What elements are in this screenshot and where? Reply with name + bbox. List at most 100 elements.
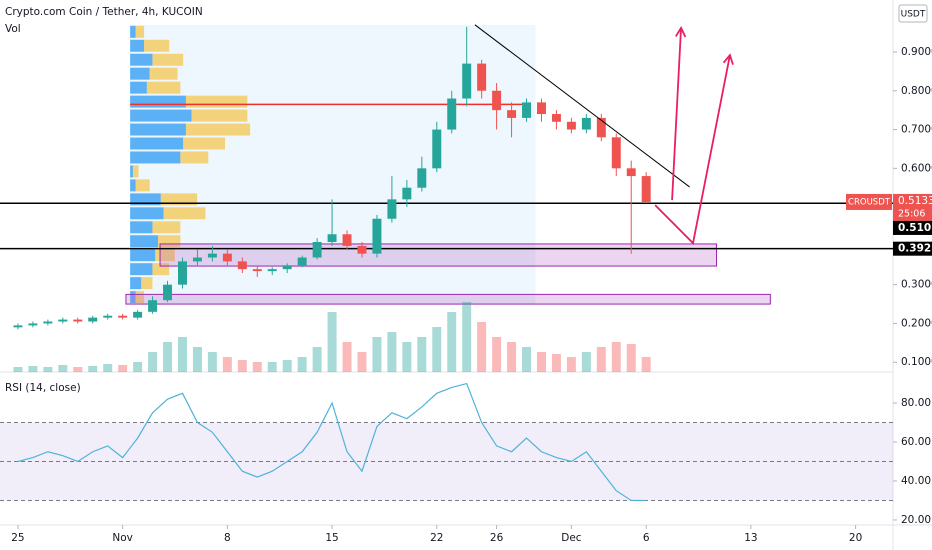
profile-up [130, 249, 156, 262]
volume-bar [357, 352, 367, 372]
time-tick-label: 13 [744, 532, 757, 544]
time-tick-label: 22 [430, 532, 443, 544]
volume-bar [237, 360, 247, 372]
rsi-tick-label: 20.00 [901, 514, 931, 526]
volume-bar [477, 322, 487, 372]
volume-bar [492, 337, 502, 372]
volume-bar [417, 337, 427, 372]
symbol-tag [846, 193, 892, 210]
profile-down [163, 207, 206, 220]
profile-down [152, 221, 181, 234]
profile-down [191, 109, 248, 122]
rsi-tick-label: 60.00 [901, 436, 931, 448]
profile-up [130, 81, 147, 94]
volume-bar [28, 366, 38, 372]
volume-bar [178, 337, 187, 372]
candle-body [626, 168, 636, 177]
candle-body [178, 261, 187, 285]
volume-bar [551, 354, 561, 372]
candle-body [402, 187, 412, 200]
volume-bar [402, 342, 412, 372]
profile-down [141, 277, 153, 290]
candle-body [148, 300, 158, 312]
profile-down [185, 95, 248, 108]
profile-up [130, 39, 145, 52]
profile-up [130, 165, 133, 178]
candle-body [192, 257, 202, 262]
candle-body [282, 265, 292, 270]
profile-up [130, 207, 164, 220]
candle-body [207, 253, 217, 258]
profile-down [135, 25, 145, 38]
volume-bar [432, 327, 442, 372]
arrow [671, 27, 682, 201]
time-tick-label: 20 [849, 532, 862, 544]
candle-body [417, 168, 427, 188]
profile-up [130, 25, 136, 38]
time-tick-label: 26 [490, 532, 504, 544]
volume-bar [267, 362, 277, 372]
profile-up [130, 95, 186, 108]
time-tick-label: Nov [112, 532, 133, 544]
volume-bar [118, 365, 128, 372]
profile-down [152, 53, 184, 66]
candle-body [327, 234, 337, 243]
profile-down [149, 67, 178, 80]
candle-body [342, 234, 352, 246]
volume-bar [581, 352, 591, 372]
volume-bar [387, 332, 397, 372]
volume-bar [207, 352, 217, 372]
profile-down [180, 151, 209, 164]
currency-box[interactable] [898, 4, 928, 23]
profile-up [130, 137, 184, 150]
volume-bar [192, 347, 202, 372]
candle-body [611, 137, 621, 169]
volume-bar [372, 337, 382, 372]
volume-bar [73, 367, 83, 372]
time-tick-label: Dec [561, 532, 582, 544]
last-price-tag [893, 193, 932, 222]
time-tick-label: 15 [325, 532, 338, 544]
candle-body [88, 317, 98, 322]
candle-body [43, 321, 53, 324]
profile-up [130, 67, 150, 80]
profile-down [155, 249, 175, 262]
volume-bar [342, 342, 352, 372]
candle-body [536, 102, 546, 115]
candle-body [372, 218, 382, 254]
volume-bar [312, 347, 322, 372]
trend-line [474, 24, 690, 188]
candle-body [133, 311, 143, 318]
arrow-head [722, 53, 734, 65]
countdown: 25:06 [898, 208, 925, 219]
candle-body [312, 242, 322, 258]
volume-bar [447, 312, 457, 372]
price-tick-label: 0.1000 [901, 356, 932, 368]
profile-up [130, 179, 136, 192]
candle-body [118, 315, 128, 318]
profile-up [130, 123, 186, 136]
volume-bar [596, 347, 606, 372]
candle-body [222, 253, 232, 262]
candle-body [58, 319, 68, 322]
candle-body [492, 90, 502, 111]
currency[interactable]: USDT [901, 10, 926, 20]
profile-down [152, 263, 170, 276]
candle-body [252, 269, 262, 272]
time-tick-label: 6 [643, 532, 650, 544]
time-tick-label: 25 [11, 532, 24, 544]
symbol-label: CROUSDT [848, 197, 891, 207]
profile-down [160, 193, 198, 206]
profile-down [185, 123, 251, 136]
arrow-head [675, 26, 687, 38]
zone [125, 293, 771, 305]
profile-up [130, 109, 192, 122]
candle-body [462, 63, 472, 99]
volume-bar [611, 342, 621, 372]
volume-bar [148, 352, 158, 372]
candle-body [28, 323, 38, 326]
